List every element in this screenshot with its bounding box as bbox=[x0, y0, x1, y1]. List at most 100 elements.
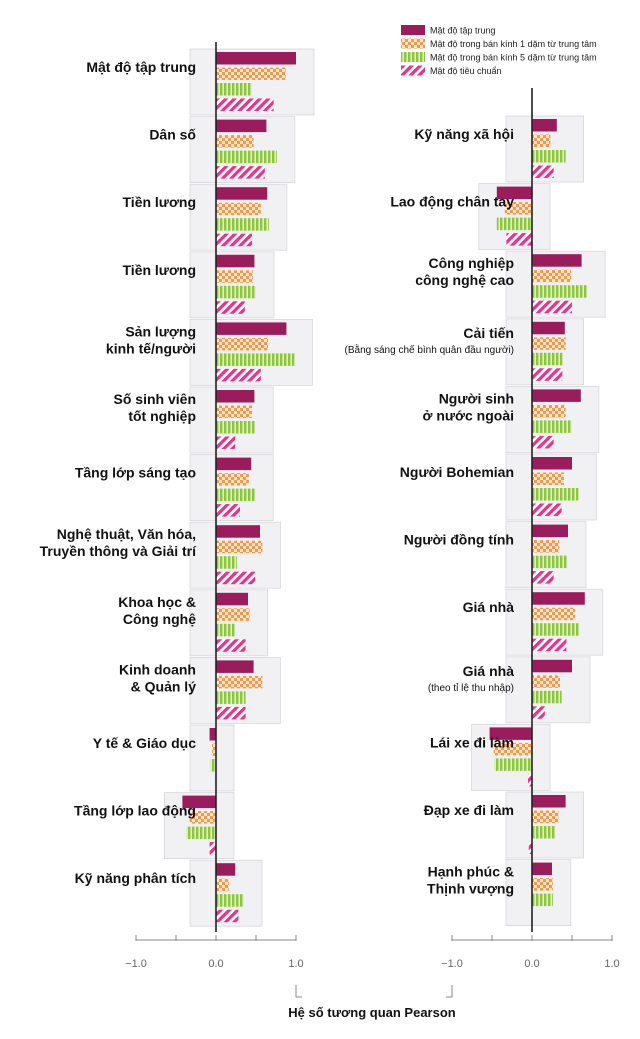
category-label-group: Y tế & Giáo dục bbox=[93, 735, 196, 751]
category-label: Người đồng tính bbox=[404, 532, 514, 548]
category-sublabel: (theo tỉ lệ thu nhập) bbox=[428, 682, 514, 694]
bar-mat-do-tap-trung bbox=[532, 457, 572, 470]
x-tick-label: 0.0 bbox=[524, 958, 539, 970]
bar-mat-do-trong-ban-kinh-1-dam-tu-trung-tam bbox=[216, 540, 263, 554]
category-label-group: Người đồng tính bbox=[404, 532, 514, 548]
bar-mat-do-tieu-chuan bbox=[216, 436, 236, 449]
bar-mat-do-trong-ban-kinh-5-dam-tu-trung-tam bbox=[532, 488, 579, 501]
bar-mat-do-tieu-chuan bbox=[209, 842, 216, 855]
bar-mat-do-tap-trung bbox=[532, 321, 565, 335]
bar-mat-do-trong-ban-kinh-5-dam-tu-trung-tam bbox=[532, 826, 556, 839]
legend-swatch bbox=[401, 25, 425, 35]
category-label: Giá nhà bbox=[463, 663, 515, 679]
category-label-group: Mật độ tập trung bbox=[86, 59, 196, 75]
bar-mat-do-trong-ban-kinh-5-dam-tu-trung-tam bbox=[210, 759, 216, 772]
category-label: kinh tế/người bbox=[106, 340, 196, 356]
bar-mat-do-trong-ban-kinh-1-dam-tu-trung-tam bbox=[504, 202, 532, 215]
bar-mat-do-trong-ban-kinh-1-dam-tu-trung-tam bbox=[532, 337, 566, 350]
category-label: Hạnh phúc & bbox=[428, 864, 514, 880]
axes: −1.0 0.0 1.0 −1.0 0.0 1.0 bbox=[125, 42, 620, 998]
category-label: tốt nghiệp bbox=[128, 408, 196, 424]
bar-mat-do-trong-ban-kinh-5-dam-tu-trung-tam bbox=[216, 556, 237, 569]
bar-mat-do-tieu-chuan bbox=[216, 166, 265, 179]
bar-mat-do-tap-trung bbox=[216, 254, 255, 268]
bar-mat-do-trong-ban-kinh-1-dam-tu-trung-tam bbox=[532, 472, 564, 485]
bar-mat-do-trong-ban-kinh-5-dam-tu-trung-tam bbox=[216, 353, 295, 366]
bar-mat-do-trong-ban-kinh-1-dam-tu-trung-tam bbox=[216, 608, 250, 621]
category-label: Giá nhà bbox=[463, 599, 515, 615]
category-label: Sản lượng bbox=[125, 323, 196, 339]
category-label: & Quản lý bbox=[131, 678, 197, 694]
bar-mat-do-tieu-chuan bbox=[506, 233, 532, 246]
category-label: Số sinh viên bbox=[114, 391, 196, 407]
category-label-group: Tiền lương bbox=[123, 262, 197, 278]
category-label-group: Tầng lớp sáng tạo bbox=[75, 465, 196, 481]
bar-mat-do-tieu-chuan bbox=[532, 571, 554, 584]
category-label-group: Giá nhà bbox=[463, 599, 515, 615]
category-label-group: Tiền lương bbox=[123, 194, 197, 210]
bar-mat-do-tieu-chuan bbox=[216, 571, 256, 585]
legend-label: Mật độ tập trung bbox=[430, 26, 496, 36]
axis-title-bracket-right bbox=[446, 985, 453, 998]
bar-mat-do-tieu-chuan bbox=[532, 300, 572, 314]
bar-mat-do-trong-ban-kinh-1-dam-tu-trung-tam bbox=[216, 270, 253, 283]
legend-swatch bbox=[401, 38, 425, 49]
bar-mat-do-trong-ban-kinh-5-dam-tu-trung-tam bbox=[532, 555, 568, 569]
bar-mat-do-trong-ban-kinh-5-dam-tu-trung-tam bbox=[216, 83, 252, 96]
bar-mat-do-trong-ban-kinh-5-dam-tu-trung-tam bbox=[216, 421, 256, 434]
bar-mat-do-trong-ban-kinh-5-dam-tu-trung-tam bbox=[216, 623, 236, 637]
category-label-group: Lao động chân tay bbox=[390, 194, 514, 210]
bar-mat-do-tap-trung bbox=[532, 659, 572, 673]
bar-mat-do-tap-trung bbox=[532, 254, 582, 267]
bar-mat-do-trong-ban-kinh-1-dam-tu-trung-tam bbox=[532, 810, 559, 823]
bar-mat-do-tieu-chuan bbox=[532, 368, 563, 381]
category-label: Tiền lương bbox=[123, 262, 197, 278]
category-label: Dân số bbox=[149, 127, 196, 143]
category-labels: Mật độ tập trung Dân số Tiền lương Tiền lươ… bbox=[40, 59, 515, 897]
bar-mat-do-tap-trung bbox=[216, 322, 287, 335]
bar-mat-do-trong-ban-kinh-1-dam-tu-trung-tam bbox=[493, 742, 532, 756]
bar-mat-do-trong-ban-kinh-5-dam-tu-trung-tam bbox=[532, 690, 562, 704]
bar-mat-do-trong-ban-kinh-1-dam-tu-trung-tam bbox=[216, 337, 268, 351]
bar-mat-do-tap-trung bbox=[532, 119, 557, 132]
bar-mat-do-tieu-chuan bbox=[532, 503, 562, 516]
bar-mat-do-trong-ban-kinh-5-dam-tu-trung-tam bbox=[496, 217, 532, 231]
category-label-group: Tầng lớp lao động bbox=[74, 803, 196, 819]
bar-mat-do-trong-ban-kinh-1-dam-tu-trung-tam bbox=[532, 269, 572, 283]
category-label: Công nghiệp bbox=[428, 255, 514, 271]
category-label-group: Nghệ thuật, Văn hóa,Truyền thông và Giải… bbox=[40, 526, 197, 559]
bar-mat-do-tieu-chuan bbox=[532, 706, 545, 719]
category-label-group: Kỹ năng phân tích bbox=[75, 870, 196, 886]
bar-mat-do-trong-ban-kinh-1-dam-tu-trung-tam bbox=[216, 473, 249, 486]
category-label: Tầng lớp lao động bbox=[74, 803, 196, 819]
bar-mat-do-tap-trung bbox=[532, 862, 552, 876]
category-label: Thịnh vượng bbox=[427, 881, 514, 897]
bar-mat-do-tap-trung bbox=[216, 592, 248, 606]
x-axis-title: Hệ số tương quan Pearson bbox=[288, 1005, 456, 1020]
bar-mat-do-trong-ban-kinh-1-dam-tu-trung-tam bbox=[189, 811, 216, 824]
bar-mat-do-trong-ban-kinh-5-dam-tu-trung-tam bbox=[216, 218, 269, 231]
bar-mat-do-tap-trung bbox=[216, 390, 255, 403]
bar-mat-do-tieu-chuan bbox=[528, 773, 532, 787]
bar-mat-do-tieu-chuan bbox=[532, 165, 554, 178]
bar-mat-do-trong-ban-kinh-1-dam-tu-trung-tam bbox=[212, 743, 216, 756]
category-label-group: Hạnh phúc &Thịnh vượng bbox=[427, 864, 514, 897]
x-tick-label: 1.0 bbox=[288, 958, 303, 970]
category-label: ở nước ngoài bbox=[423, 407, 515, 423]
category-label: Truyền thông và Giải trí bbox=[40, 543, 197, 559]
bar-mat-do-tieu-chuan bbox=[216, 98, 274, 111]
category-label: Khoa học & bbox=[118, 594, 196, 610]
x-tick-label: 0.0 bbox=[208, 958, 223, 970]
category-label-group: Dân số bbox=[149, 127, 196, 143]
bar-mat-do-trong-ban-kinh-5-dam-tu-trung-tam bbox=[216, 150, 277, 164]
legend-label: Mật độ trong bán kính 1 dặm từ trung tâm bbox=[430, 39, 597, 49]
category-label: Nghệ thuật, Văn hóa, bbox=[57, 526, 196, 542]
bar-mat-do-tap-trung bbox=[216, 660, 254, 673]
bar-mat-do-trong-ban-kinh-5-dam-tu-trung-tam bbox=[216, 894, 244, 907]
bar-mat-do-tieu-chuan bbox=[532, 435, 554, 449]
bar-mat-do-tieu-chuan bbox=[216, 639, 246, 652]
category-label: Lái xe đi làm bbox=[430, 734, 514, 750]
bar-mat-do-tap-trung bbox=[532, 795, 566, 808]
